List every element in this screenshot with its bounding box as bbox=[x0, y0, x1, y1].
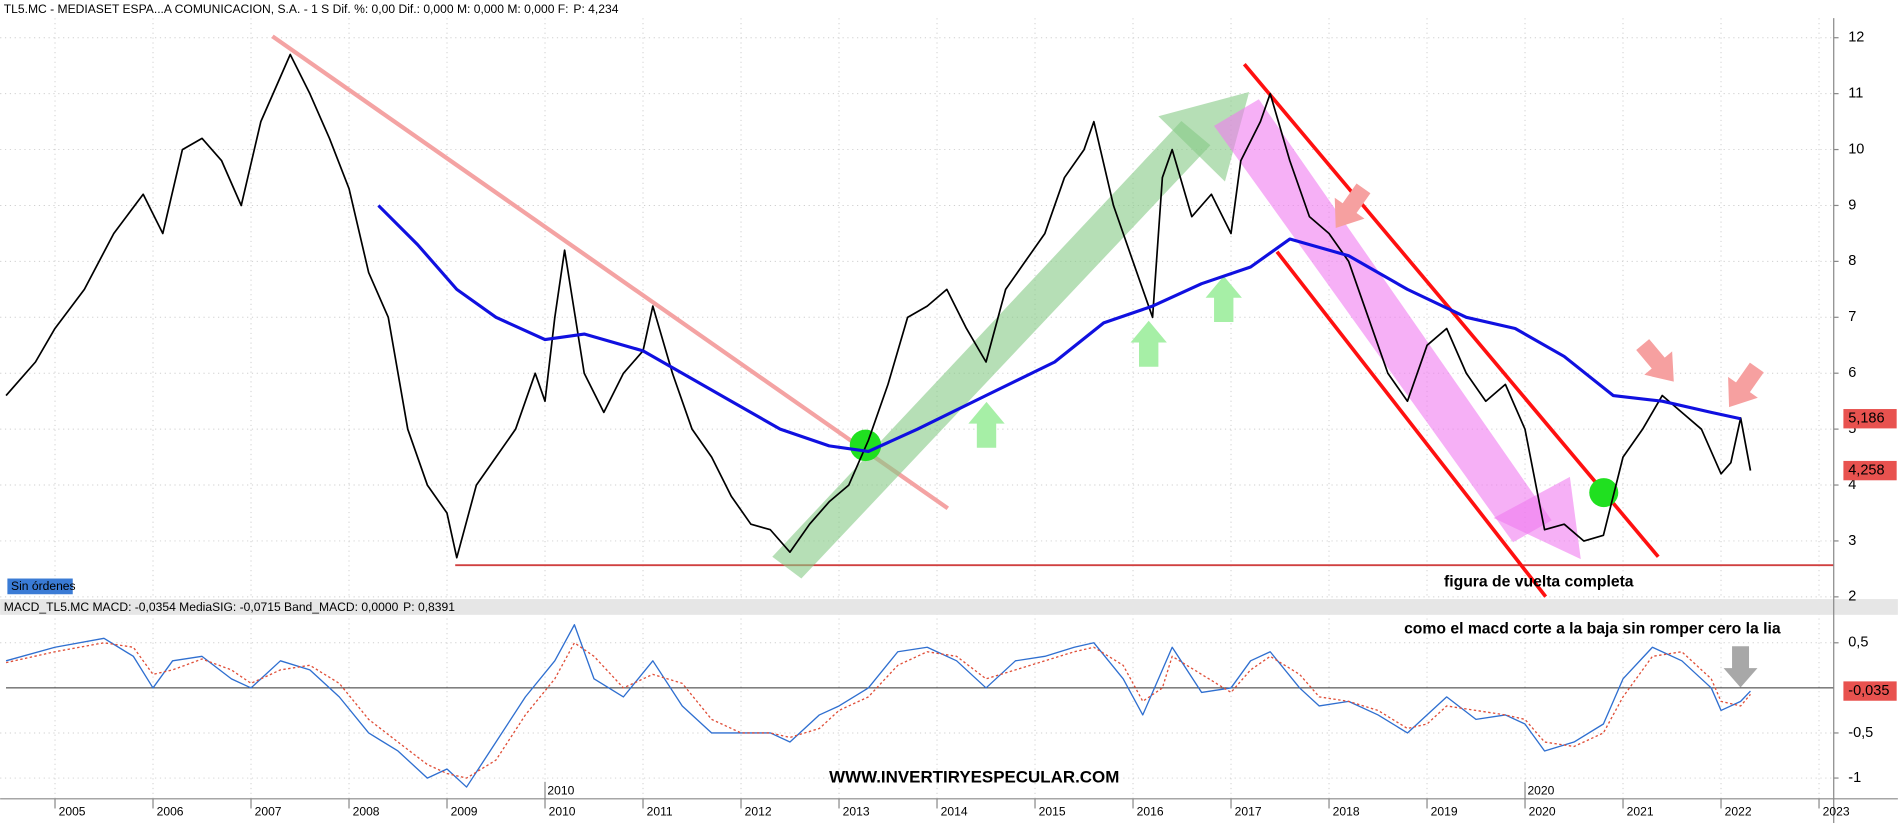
x-tick-label: 2007 bbox=[255, 804, 282, 818]
header-bar bbox=[0, 0, 1834, 19]
value-tag-label: -0,035 bbox=[1848, 683, 1889, 699]
price-label: P: 4,234 bbox=[573, 2, 618, 16]
x-tick-label: 2014 bbox=[941, 804, 968, 818]
y-tick-label: 0,5 bbox=[1848, 635, 1868, 651]
x-tick-label: 2020 bbox=[1529, 804, 1556, 818]
up-arrow bbox=[1205, 275, 1242, 322]
chart-title: TL5.MC - MEDIASET ESPA...A COMUNICACION,… bbox=[4, 2, 569, 16]
x-tick-label: 2012 bbox=[745, 804, 772, 818]
decade-label: 2020 bbox=[1527, 784, 1554, 798]
y-tick-label: 10 bbox=[1848, 141, 1864, 157]
separator bbox=[0, 599, 1898, 615]
x-tick-label: 2021 bbox=[1627, 804, 1654, 818]
x-tick-label: 2016 bbox=[1137, 804, 1164, 818]
y-tick-label: -0,5 bbox=[1848, 725, 1873, 741]
y-tick-label: 9 bbox=[1848, 197, 1856, 213]
signal-line bbox=[5, 642, 1751, 779]
y-tick-label: 8 bbox=[1848, 253, 1856, 269]
value-tag-label: 5,186 bbox=[1848, 411, 1884, 427]
x-tick-label: 2013 bbox=[843, 804, 870, 818]
value-tag bbox=[1843, 409, 1897, 429]
up-arrow bbox=[1130, 320, 1167, 367]
annotation: figura de vuelta completa bbox=[1444, 573, 1634, 590]
up-arrow bbox=[968, 401, 1005, 448]
watermark: WWW.INVERTIRYESPECULAR.COM bbox=[829, 768, 1119, 787]
moving-average bbox=[377, 204, 1741, 454]
y-tick-label: 12 bbox=[1848, 30, 1864, 46]
value-tag bbox=[1843, 681, 1897, 701]
price-label: P: 0,8391 bbox=[403, 600, 455, 614]
value-tag bbox=[1843, 460, 1897, 481]
y-tick-label: 2 bbox=[1848, 589, 1856, 605]
x-tick-label: 2023 bbox=[1823, 804, 1850, 818]
axis-layer: 2 3 4 5 6 7 8 9 10 11 12 4,258 5,186 0,5 -0,5 -1 2005 200… bbox=[54, 30, 1897, 818]
down-arrows bbox=[1334, 183, 1764, 408]
pink-arrow-head bbox=[1493, 476, 1581, 560]
x-tick-label: 2008 bbox=[353, 804, 380, 818]
grid-layer bbox=[0, 18, 1834, 799]
green-arrow-head bbox=[1158, 91, 1250, 182]
down-arrow bbox=[1334, 183, 1371, 228]
down-arrow bbox=[1728, 362, 1764, 408]
data-layer bbox=[5, 53, 1752, 788]
x-tick-label: 2018 bbox=[1333, 804, 1360, 818]
up-arrows bbox=[968, 275, 1242, 448]
value-tag-label: 4,258 bbox=[1848, 462, 1884, 478]
x-tick-label: 2022 bbox=[1725, 804, 1752, 818]
price-line bbox=[5, 53, 1752, 559]
x-tick-label: 2005 bbox=[59, 804, 86, 818]
y-tick-label: 11 bbox=[1848, 85, 1863, 101]
green-arrow bbox=[772, 121, 1211, 579]
y-tick-label: 4 bbox=[1848, 477, 1856, 493]
status-box bbox=[7, 578, 73, 595]
x-tick-label: 2006 bbox=[157, 804, 184, 818]
channel-line bbox=[1275, 250, 1548, 598]
annotation: como el macd corte a la baja sin romper … bbox=[1404, 621, 1781, 638]
x-tick-label: 2011 bbox=[647, 804, 673, 818]
x-tick-label: 2015 bbox=[1039, 804, 1066, 818]
y-tick-label: 7 bbox=[1848, 309, 1856, 325]
drawings bbox=[271, 34, 1834, 688]
x-tick-label: 2009 bbox=[451, 804, 478, 818]
x-tick-label: 2010 bbox=[549, 804, 576, 818]
x-tick-label: 2017 bbox=[1235, 804, 1262, 818]
x-tick-label: 2019 bbox=[1431, 804, 1458, 818]
decade-label: 2010 bbox=[547, 784, 574, 798]
y-tick-label: 6 bbox=[1848, 365, 1856, 381]
signal-dot bbox=[1589, 478, 1619, 508]
pink-arrow bbox=[1214, 99, 1552, 543]
down-arrow bbox=[1723, 646, 1758, 688]
y-tick-label: 5 bbox=[1848, 421, 1856, 437]
macd-title: MACD_TL5.MC MACD: -0,0354 MediaSIG: -0,0… bbox=[4, 600, 399, 614]
trend-line bbox=[271, 34, 950, 511]
down-arrow bbox=[1636, 339, 1674, 382]
y-tick-label: -1 bbox=[1848, 770, 1861, 786]
status-text: Sin órdenes bbox=[11, 579, 76, 593]
y-tick-label: 3 bbox=[1848, 533, 1856, 549]
